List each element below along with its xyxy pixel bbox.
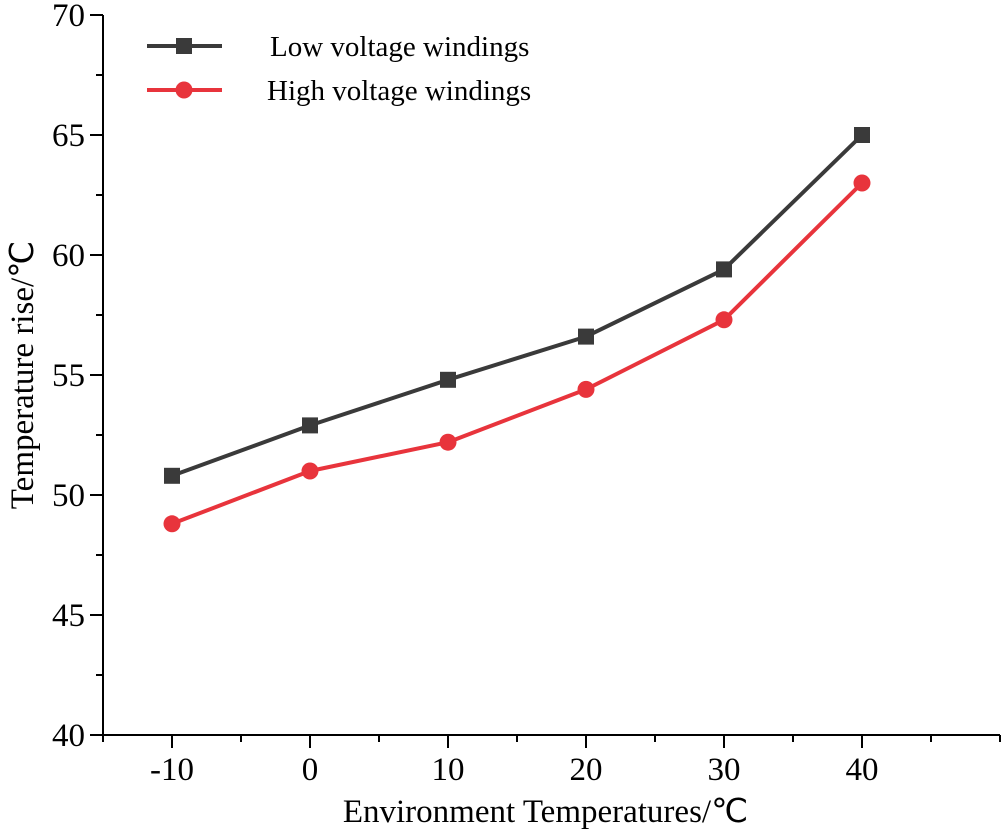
legend-item: Low voltage windings [147,31,529,63]
data-point [715,311,733,329]
x-tick-label: 20 [570,752,603,788]
y-tick-label: 70 [52,0,85,34]
data-point [577,380,595,398]
series-0 [164,127,870,484]
y-tick-label: 60 [52,238,85,274]
legend-item: High voltage windings [147,75,531,107]
y-tick-label: 50 [52,478,85,514]
legend-label: High voltage windings [267,75,531,107]
x-axis-title: Environment Temperatures/℃ [343,794,748,830]
y-tick-label: 45 [52,598,85,634]
data-point [440,371,456,388]
legend-label: Low voltage windings [270,31,529,63]
axes: 40 45 50 55 60 65 70 -10 0 10 20 30 40 Environment Te… [5,0,1001,830]
data-point [854,127,870,143]
x-tick-label: 10 [432,752,465,788]
data-point [578,328,594,345]
x-tick-label: 40 [846,752,879,788]
y-axis-title: Temperature rise/℃ [5,241,41,509]
series-line [171,133,864,478]
y-tick-label: 55 [52,358,85,394]
y-tick-label: 65 [52,118,85,154]
series-1 [163,174,871,533]
y-tick-label: 40 [52,718,85,754]
data-point [302,417,318,434]
data-point [301,462,319,480]
x-tick-label: 30 [708,752,741,788]
x-tick-label: -10 [150,752,194,788]
data-point [164,467,180,484]
data-point [163,515,181,533]
x-tick-label: 0 [302,752,319,788]
data-point [439,433,457,451]
series-layer [163,127,871,533]
legend-marker [176,38,192,54]
legend-marker [175,81,193,99]
data-point [853,174,871,192]
legend: Low voltage windings High voltage winding… [147,31,531,107]
series-line [171,181,864,526]
data-point [716,261,732,278]
